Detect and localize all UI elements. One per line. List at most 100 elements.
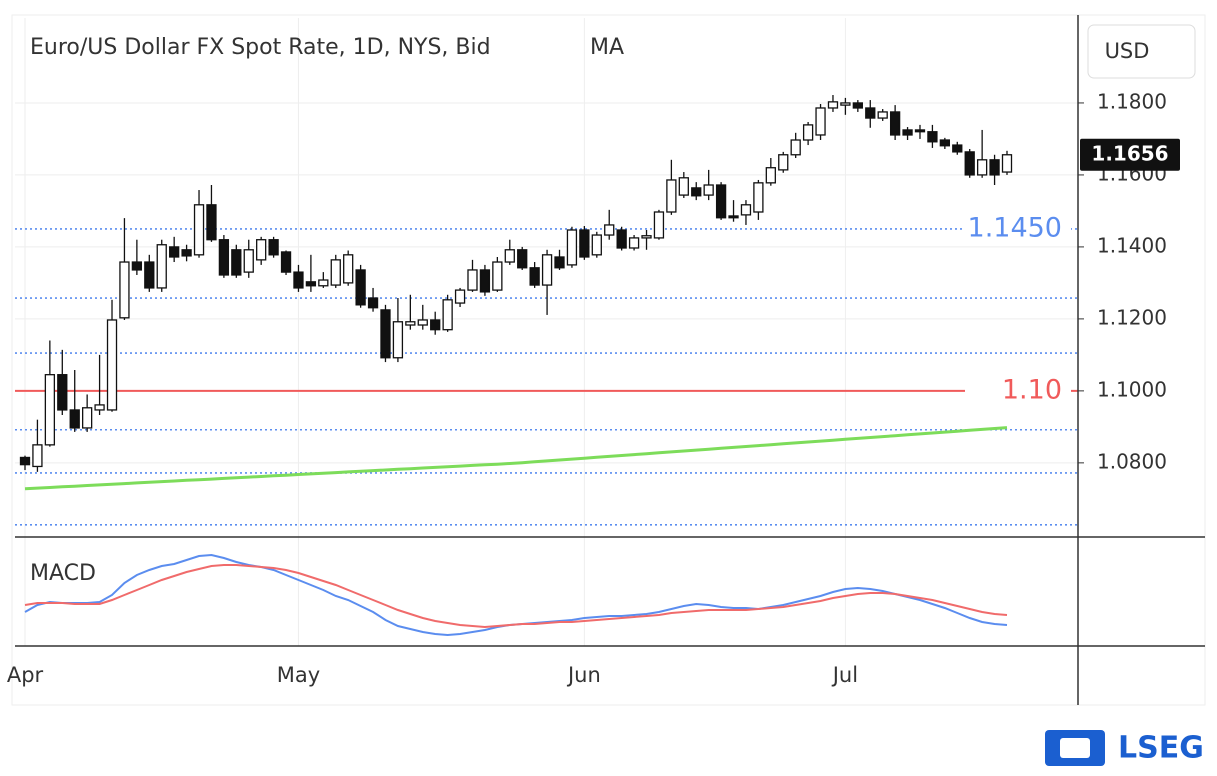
candle-body (181, 249, 192, 257)
candle-body (94, 404, 105, 411)
candle-body (579, 229, 590, 258)
candle-body (82, 407, 93, 429)
macd-panel (24, 553, 1008, 637)
y-tick-label: 1.1000 (1097, 377, 1167, 401)
candle-body (653, 211, 665, 239)
candle-body (827, 101, 839, 109)
candle-body (268, 239, 279, 256)
candle-body (852, 102, 863, 109)
candle-body (753, 182, 764, 213)
candle-body (952, 144, 963, 153)
candle-body (330, 259, 341, 286)
candle-body (778, 154, 789, 171)
candle-body (591, 234, 602, 256)
candle-body (815, 107, 826, 136)
candle-body (840, 102, 851, 106)
candle-body (442, 299, 453, 331)
x-tick-label: May (277, 663, 320, 687)
candle-body (405, 321, 416, 326)
candle-body (343, 254, 354, 284)
last-price-label: 1.1656 (1091, 141, 1168, 165)
candle-body (504, 249, 515, 263)
legend-entry: MA (590, 35, 624, 60)
candle-body (305, 281, 317, 287)
candle-body (964, 151, 975, 176)
candle-body (144, 261, 155, 289)
candle-body (939, 139, 950, 147)
candle-body (802, 124, 814, 141)
logo-text: LSEG (1118, 731, 1204, 766)
candle-body (256, 239, 267, 261)
y-tick-label: 1.1200 (1097, 305, 1167, 329)
ma-line (24, 426, 1008, 491)
candle-body (293, 271, 304, 289)
chart-title: Euro/US Dollar FX Spot Rate, 1D, NYS, Bi… (30, 35, 491, 60)
y-tick-label: 1.1400 (1097, 233, 1167, 257)
candle-body (417, 319, 428, 326)
candle-body (131, 261, 143, 271)
candle-body (666, 179, 677, 213)
candle-body (604, 224, 615, 236)
y-tick-label: 1.0800 (1097, 449, 1167, 473)
candle-body (517, 249, 528, 269)
candle-body (106, 319, 118, 411)
candle-body (902, 129, 913, 136)
candle-body (616, 229, 627, 249)
level-label: 1.10 (1002, 374, 1062, 405)
candle-body (889, 111, 901, 136)
candle-body (355, 269, 366, 306)
candle-body (628, 237, 640, 249)
candle-body (728, 215, 739, 219)
candle-body (156, 244, 167, 289)
y-tick-label: 1.1800 (1097, 89, 1167, 113)
level-label: 1.1450 (968, 212, 1062, 243)
candle-body (641, 235, 652, 239)
x-tick-label: Jul (831, 663, 858, 687)
frame (11, 14, 1206, 706)
candle-body (44, 374, 56, 446)
candle-body (392, 321, 404, 359)
candle-body (678, 177, 689, 196)
candle-body (529, 267, 540, 286)
candle-body (914, 129, 926, 133)
candle-body (318, 279, 329, 287)
candle-body (231, 249, 242, 276)
candle-body (492, 261, 503, 291)
candle-body (541, 254, 553, 286)
x-tick-label: Jun (566, 663, 601, 687)
level-label-bg (965, 373, 1071, 408)
candle-body (703, 184, 714, 196)
candle-body (243, 249, 254, 273)
candle-body (218, 239, 230, 276)
macd-title: MACD (30, 561, 96, 586)
candle-body (877, 111, 888, 119)
candle-body (380, 309, 391, 359)
candle-body (989, 159, 1000, 176)
logo-icon (1060, 738, 1090, 758)
candle-body (790, 139, 801, 156)
candle-body (119, 261, 130, 319)
candle-body (479, 269, 491, 293)
last-price-box (1080, 138, 1180, 171)
level-label-bg (965, 211, 1071, 246)
x-tick-label: Apr (7, 663, 44, 687)
candle-body (193, 204, 205, 256)
candle-body (454, 289, 466, 304)
logo: LSEG (1045, 730, 1204, 766)
candle-body (19, 456, 31, 466)
candle-body (169, 246, 180, 258)
macd-line (24, 564, 1008, 629)
candle-body (69, 409, 80, 429)
candle-body (280, 251, 292, 273)
candle-body (467, 269, 478, 291)
candle-body (57, 374, 68, 411)
candle-body (927, 131, 938, 143)
candle-body (715, 184, 727, 219)
levels (15, 228, 1078, 526)
plot-area (19, 95, 1013, 491)
currency: USD (1105, 39, 1150, 63)
candle-body (367, 297, 379, 309)
candle-body (430, 319, 441, 331)
